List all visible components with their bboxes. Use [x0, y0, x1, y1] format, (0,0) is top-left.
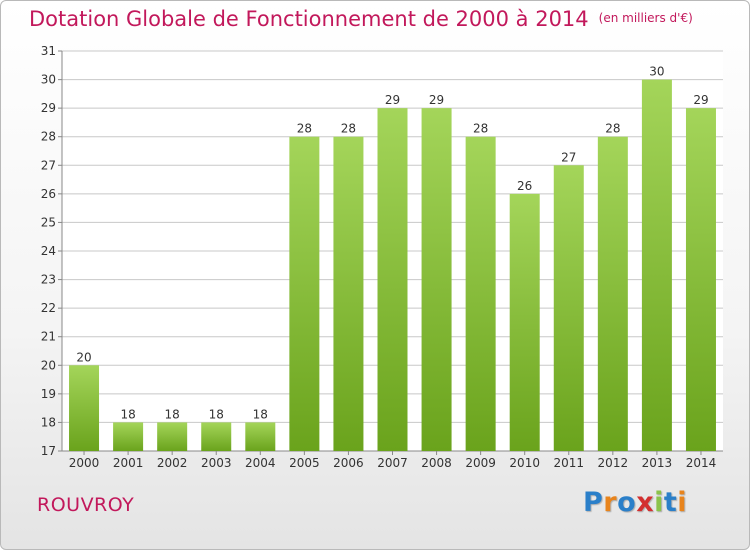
bar — [597, 136, 628, 451]
x-tick-label: 2007 — [377, 456, 408, 470]
bar — [421, 108, 452, 452]
data-label: 18 — [209, 407, 224, 421]
x-tick-label: 2012 — [598, 456, 629, 470]
x-tick-label: 2009 — [465, 456, 496, 470]
y-tick-label: 18 — [41, 415, 56, 429]
y-tick-label: 23 — [41, 273, 56, 287]
bar — [245, 422, 276, 451]
data-label: 26 — [517, 179, 532, 193]
x-tick-label: 2003 — [201, 456, 232, 470]
data-label: 28 — [605, 122, 620, 136]
bar — [685, 108, 716, 452]
y-tick-label: 30 — [41, 73, 56, 87]
x-tick-label: 2002 — [157, 456, 188, 470]
chart-unit: (en milliers d'€) — [598, 11, 693, 25]
logo-letter: t — [663, 487, 678, 518]
data-label: 29 — [429, 93, 444, 107]
y-tick-label: 20 — [41, 358, 56, 372]
bar — [69, 365, 100, 451]
y-tick-label: 29 — [41, 101, 56, 115]
x-tick-label: 2011 — [553, 456, 584, 470]
y-tick-label: 28 — [41, 130, 56, 144]
bar — [377, 108, 408, 452]
y-tick-label: 27 — [41, 158, 56, 172]
bar — [113, 422, 144, 451]
bar — [465, 136, 496, 451]
data-label: 30 — [649, 65, 664, 79]
data-label: 18 — [120, 407, 135, 421]
bar — [157, 422, 188, 451]
x-tick-label: 2001 — [113, 456, 144, 470]
data-label: 29 — [385, 93, 400, 107]
data-label: 20 — [76, 350, 91, 364]
logo-letter: P — [583, 487, 604, 518]
bar — [553, 165, 584, 452]
logo-letter: r — [603, 487, 618, 518]
chart-title: Dotation Globale de Fonctionnement de 20… — [29, 7, 693, 31]
x-tick-label: 2006 — [333, 456, 364, 470]
bar — [641, 79, 672, 452]
data-label: 27 — [561, 150, 576, 164]
data-label: 28 — [297, 122, 312, 136]
y-tick-label: 25 — [41, 215, 56, 229]
y-tick-label: 21 — [41, 330, 56, 344]
bar — [509, 193, 540, 451]
y-tick-label: 19 — [41, 387, 56, 401]
x-tick-label: 2014 — [686, 456, 717, 470]
y-tick-label: 22 — [41, 301, 56, 315]
logo-letter: o — [617, 487, 637, 518]
data-label: 28 — [341, 122, 356, 136]
data-label: 29 — [693, 93, 708, 107]
bar — [333, 136, 364, 451]
y-tick-label: 26 — [41, 187, 56, 201]
data-label: 18 — [253, 407, 268, 421]
bar — [289, 136, 320, 451]
proxiti-logo: Proxiti — [583, 487, 687, 518]
x-tick-label: 2000 — [69, 456, 100, 470]
y-tick-label: 31 — [41, 44, 56, 58]
x-tick-label: 2008 — [421, 456, 452, 470]
y-tick-label: 24 — [41, 244, 56, 258]
logo-letter: i — [654, 487, 664, 518]
data-label: 28 — [473, 122, 488, 136]
chart-title-text: Dotation Globale de Fonctionnement de 20… — [29, 7, 589, 31]
y-tick-label: 17 — [41, 444, 56, 458]
x-tick-label: 2013 — [642, 456, 673, 470]
data-label: 18 — [165, 407, 180, 421]
x-tick-label: 2005 — [289, 456, 320, 470]
bar — [201, 422, 232, 451]
logo-letter: x — [636, 487, 655, 518]
x-tick-label: 2004 — [245, 456, 276, 470]
logo-letter: i — [677, 487, 688, 518]
x-tick-label: 2010 — [509, 456, 540, 470]
commune-name: ROUVROY — [37, 494, 135, 516]
